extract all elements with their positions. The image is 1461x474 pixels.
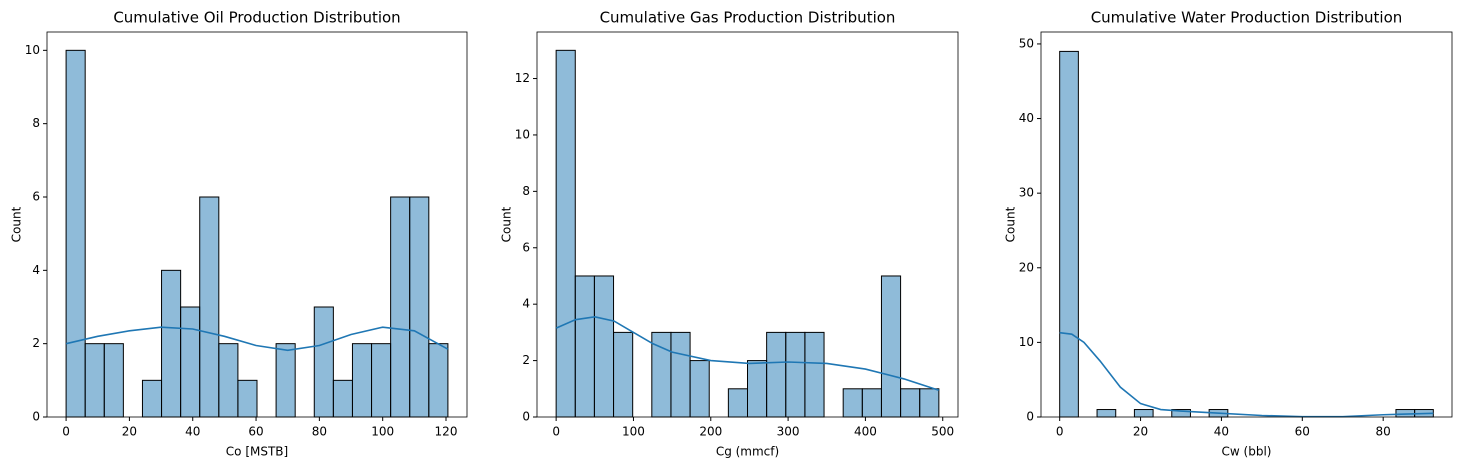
histogram-bar [428, 343, 449, 418]
x-tick-label: 500 [931, 425, 954, 439]
histogram-bar [313, 306, 334, 418]
histogram-bar [766, 331, 787, 418]
x-tick-label: 40 [185, 425, 200, 439]
histogram-bar [332, 379, 353, 418]
y-tick-label: 30 [1019, 186, 1034, 200]
y-tick-label: 2 [32, 336, 40, 350]
histogram-bar [161, 269, 182, 418]
y-tick-label: 4 [522, 297, 530, 311]
y-tick-label: 0 [1026, 410, 1034, 424]
histogram-bar [390, 196, 411, 418]
x-tick-label: 0 [552, 425, 560, 439]
y-tick-label: 10 [25, 43, 40, 57]
chart-title: Cumulative Water Production Distribution [1091, 9, 1403, 27]
kde-line [555, 316, 940, 391]
x-tick-label: 80 [1376, 425, 1391, 439]
y-axis-label: Count [10, 206, 24, 242]
x-axis-label: Co [MSTB] [226, 445, 288, 459]
histogram-panel: Cumulative Gas Production Distribution Cg… [500, 9, 959, 459]
histogram-bar [785, 331, 806, 418]
y-tick-label: 0 [32, 410, 40, 424]
y-tick-label: 50 [1019, 36, 1034, 50]
histogram-bar [747, 360, 768, 418]
y-tick-label: 20 [1019, 260, 1034, 274]
y-tick-label: 0 [522, 410, 530, 424]
histogram-bar [919, 388, 940, 418]
histogram-bar [84, 343, 105, 418]
x-tick-label: 200 [699, 425, 722, 439]
y-tick-label: 8 [522, 184, 530, 198]
histogram-bar [900, 388, 921, 418]
histogram-panel: Cumulative Oil Production Distribution Co… [10, 9, 468, 459]
histogram-bar [218, 343, 239, 418]
y-tick-label: 2 [522, 353, 530, 367]
histogram-bar [880, 275, 902, 418]
histogram-bar [574, 275, 595, 418]
y-tick-label: 8 [32, 116, 40, 130]
x-axis-label: Cg (mmcf) [716, 445, 779, 459]
x-axis-label: Cw (bbl) [1222, 445, 1272, 459]
histogram-bar [861, 388, 882, 418]
x-tick-label: 400 [854, 425, 877, 439]
histogram-bar [141, 379, 163, 418]
y-tick-label: 40 [1019, 111, 1034, 125]
histogram-bar [689, 360, 710, 418]
histogram-panel: Cumulative Water Production Distribution… [1004, 9, 1453, 459]
histogram-bar [371, 343, 392, 418]
x-tick-label: 120 [435, 425, 458, 439]
x-tick-label: 0 [62, 425, 70, 439]
histogram-bar [1096, 409, 1117, 418]
x-tick-label: 20 [122, 425, 137, 439]
histogram-bar [593, 275, 615, 418]
histogram-bar [842, 388, 863, 418]
y-axis-label: Count [1004, 206, 1018, 242]
x-tick-label: 40 [1214, 425, 1229, 439]
y-tick-label: 10 [515, 127, 530, 141]
histogram-bar [613, 331, 634, 418]
histogram-bar [555, 49, 576, 418]
kde-line [1059, 331, 1434, 418]
x-tick-label: 300 [777, 425, 800, 439]
x-tick-label: 60 [248, 425, 263, 439]
plot-frame [536, 31, 959, 418]
histogram-bar [180, 306, 201, 418]
x-tick-label: 20 [1133, 425, 1148, 439]
plot-frame [46, 31, 468, 418]
chart-title: Cumulative Oil Production Distribution [113, 9, 400, 27]
histogram-bar [103, 343, 124, 418]
histogram-bar [1059, 50, 1079, 418]
chart-title: Cumulative Gas Production Distribution [600, 9, 896, 27]
histogram-bar [65, 49, 86, 418]
histogram-bar [237, 379, 258, 418]
y-tick-label: 10 [1019, 335, 1034, 349]
plot-frame [1040, 31, 1453, 418]
histogram-bar [409, 196, 430, 418]
x-tick-label: 60 [1295, 425, 1310, 439]
histogram-bar [199, 196, 220, 418]
histogram-bar [1133, 409, 1154, 418]
y-tick-label: 6 [522, 240, 530, 254]
x-tick-label: 100 [622, 425, 645, 439]
histogram-bar [804, 331, 825, 418]
histogram-bar [351, 343, 373, 418]
x-tick-label: 100 [371, 425, 394, 439]
y-tick-label: 12 [515, 71, 530, 85]
x-tick-label: 0 [1056, 425, 1064, 439]
y-tick-label: 6 [32, 190, 40, 204]
histogram-bar [727, 388, 749, 418]
y-tick-label: 4 [32, 263, 40, 277]
histogram-bar [670, 331, 691, 418]
histogram-bar [275, 343, 296, 418]
kde-line [65, 326, 449, 352]
x-tick-label: 80 [312, 425, 327, 439]
y-axis-label: Count [500, 206, 514, 242]
